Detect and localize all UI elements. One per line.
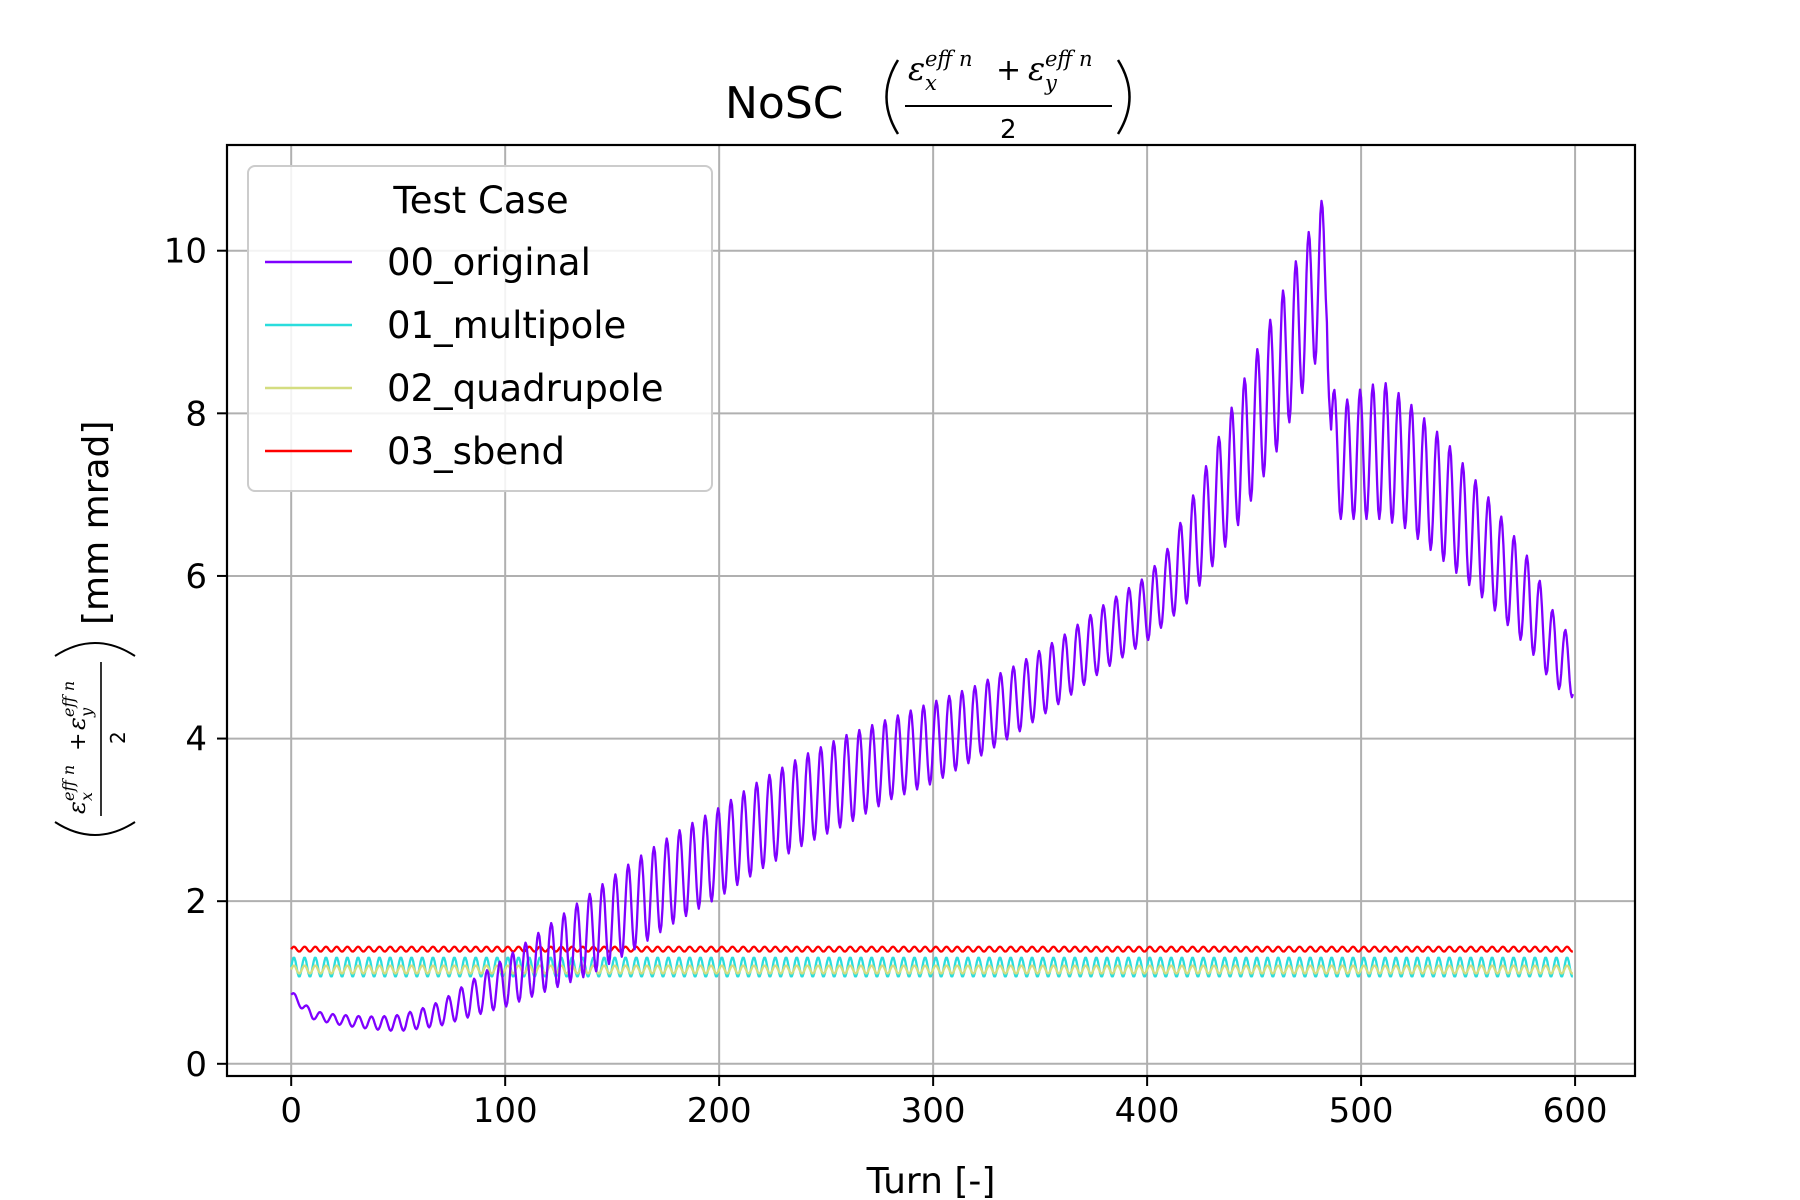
ylabel-unit: [mm mrad] xyxy=(76,421,117,625)
legend-label-02_quadrupole: 02_quadrupole xyxy=(387,367,664,410)
series-line-02_quadrupole xyxy=(290,964,1574,975)
ylabel-denominator: 2 xyxy=(106,731,130,744)
ylabel-eps-x: ε xyxy=(63,801,91,814)
title-eps-y: ε xyxy=(1028,50,1045,88)
series-layer xyxy=(290,199,1574,1032)
chart-title: NoSC ε eff n x + ε eff n y 2 xyxy=(725,47,1131,145)
title-eps-y-sup: eff n xyxy=(1045,47,1093,71)
legend-label-01_multipole: 01_multipole xyxy=(387,304,626,347)
x-tick-label: 100 xyxy=(473,1091,538,1131)
title-eps-y-sub: y xyxy=(1044,71,1058,95)
y-tick-label: 0 xyxy=(185,1045,207,1085)
x-tick-label: 300 xyxy=(901,1091,966,1131)
title-eps-x: ε xyxy=(908,50,925,88)
ticks: 0 100 200 300 400 500 600 0 2 4 6 8 10 xyxy=(164,232,1608,1131)
x-tick-label: 500 xyxy=(1329,1091,1394,1131)
y-tick-label: 4 xyxy=(185,720,207,760)
ylabel-eps-y-sub: y xyxy=(77,707,96,718)
title-plus: + xyxy=(996,53,1021,88)
grid xyxy=(227,145,1635,1076)
series-line-03_sbend xyxy=(290,945,1574,953)
title-right-paren xyxy=(1116,59,1131,135)
title-left-paren xyxy=(885,59,900,135)
ylabel-eps-y: ε xyxy=(63,717,91,730)
y-tick-label: 2 xyxy=(185,882,207,922)
x-tick-label: 400 xyxy=(1115,1091,1180,1131)
ylabel-plus: + xyxy=(66,733,91,751)
y-tick-label: 6 xyxy=(185,557,207,597)
x-tick-label: 200 xyxy=(687,1091,752,1131)
y-axis-label: ε eff n x + ε eff n y 2 [mm mrad] xyxy=(54,421,136,836)
plot-frame xyxy=(225,143,1637,1078)
y-tick-label: 10 xyxy=(164,232,207,272)
title-denominator: 2 xyxy=(1000,115,1017,145)
series-line-00_original xyxy=(290,199,1574,1032)
ylabel-eps-x-sub: x xyxy=(77,792,96,801)
legend-entries: 00_original 01_multipole 02_quadrupole 03_s… xyxy=(265,241,664,473)
ylabel-eps-x-sup: eff n xyxy=(59,765,78,801)
legend: Test Case 00_original 01_multipole 02_quad… xyxy=(247,165,713,492)
x-axis-label: Turn [-] xyxy=(866,1161,996,1200)
y-tick-label: 8 xyxy=(185,394,207,434)
legend-label-03_sbend: 03_sbend xyxy=(387,430,565,473)
x-tick-label: 600 xyxy=(1543,1091,1608,1131)
title-eps-x-sub: x xyxy=(925,71,937,95)
legend-box xyxy=(247,165,713,492)
ylabel-eps-y-sup: eff n xyxy=(59,681,78,717)
ylabel-left-paren xyxy=(54,821,136,836)
legend-title: Test Case xyxy=(392,179,568,222)
legend-label-00_original: 00_original xyxy=(387,241,591,284)
title-main: NoSC xyxy=(725,78,844,129)
ylabel-right-paren xyxy=(54,642,136,657)
x-tick-label: 0 xyxy=(280,1091,302,1131)
title-eps-x-sup: eff n xyxy=(925,47,973,71)
